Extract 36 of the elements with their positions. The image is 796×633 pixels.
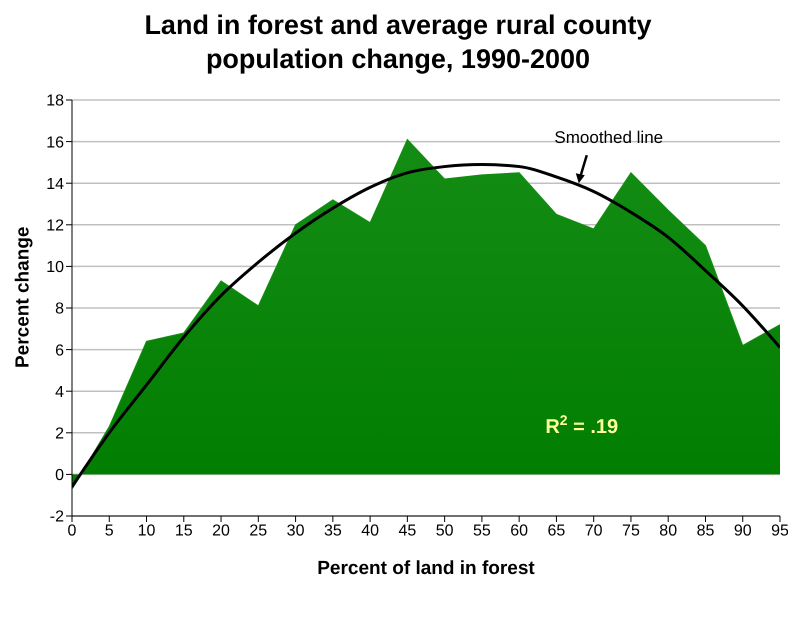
x-tick-label: 10 [138,522,156,540]
y-tick-label: 16 [46,134,64,152]
y-tick-label: 10 [46,259,64,276]
x-tick-label: 60 [510,522,528,540]
y-axis-title: Percent change [12,226,34,368]
y-tick-label: 4 [55,384,64,401]
x-tick-label: 55 [472,522,491,540]
x-tick-label: 75 [622,522,640,540]
y-tick-label: 8 [55,300,64,318]
x-tick-label: 65 [548,522,566,540]
x-tick-label: 45 [398,522,416,540]
y-tick-label: 0 [55,467,64,484]
y-tick-label: 2 [55,425,64,442]
x-axis-title: Percent of land in forest [317,558,536,579]
x-tick-label: 30 [286,522,305,540]
x-tick-label: 85 [696,522,714,540]
x-tick-label: 95 [771,522,789,540]
x-tick-label: 15 [174,522,193,540]
y-tick-label: 14 [46,176,64,193]
y-tick-label: -2 [50,508,64,526]
y-tick-label: 18 [46,92,64,110]
chart-title: Land in forest and average rural county population change, 1990-2000 [143,9,653,76]
x-tick-label: 40 [361,522,380,540]
x-tick-label: 5 [104,522,114,540]
x-tick-label: 35 [324,522,342,540]
x-tick-label: 90 [734,522,752,540]
x-tick-label: 20 [212,522,230,540]
x-tick-label: 70 [584,522,603,540]
x-tick-label: 50 [436,522,454,540]
annotation: Smoothed line [554,128,664,148]
x-tick-label: 80 [659,522,678,540]
y-tick-label: 12 [46,217,64,234]
annotation: R$^{2}$ = .19 [545,412,618,438]
y-tick-label: 6 [55,342,64,360]
x-tick-label: 0 [68,522,77,540]
x-tick-label: 25 [249,522,268,540]
